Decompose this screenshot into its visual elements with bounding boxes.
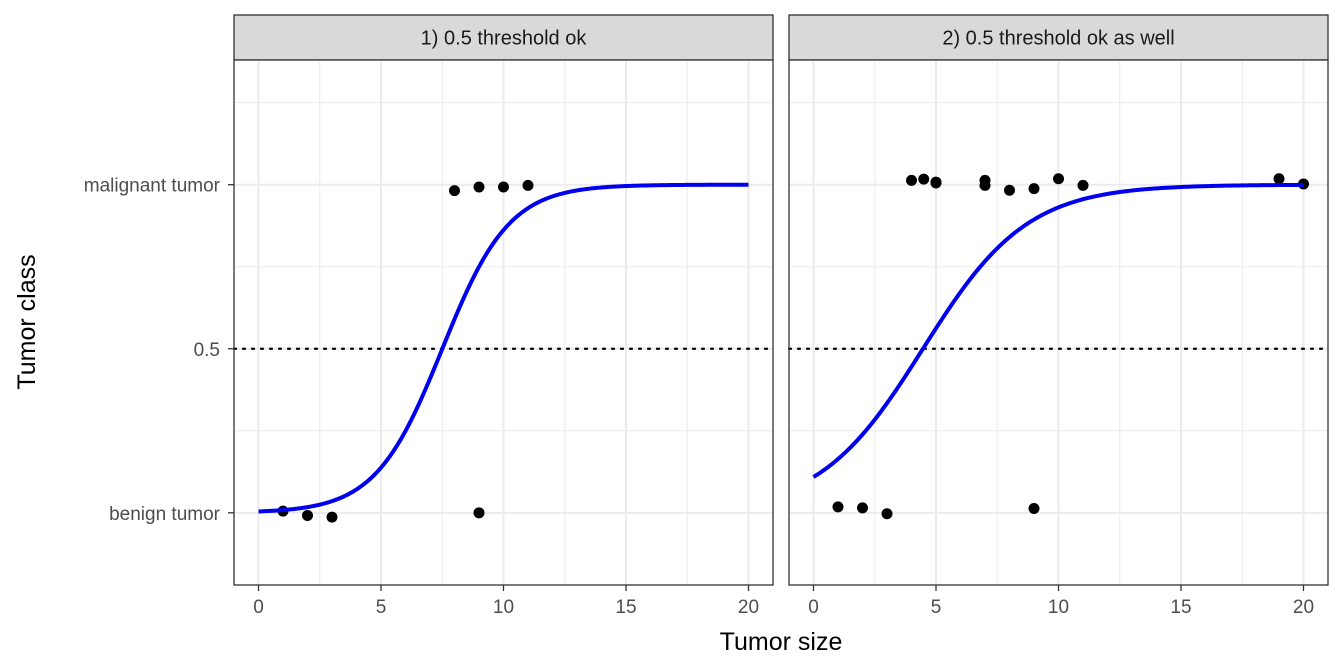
logistic-curve <box>258 182 749 514</box>
data-point <box>473 507 485 519</box>
data-point <box>1028 183 1040 195</box>
data-point <box>473 181 485 193</box>
data-point <box>881 508 893 520</box>
panel-2: 2) 0.5 threshold ok as well 0 5 10 15 20 <box>787 14 1330 618</box>
x-axis: 0 5 10 15 20 <box>808 585 1314 618</box>
x-tick-label: 15 <box>1170 597 1191 618</box>
panel-title: 1) 0.5 threshold ok <box>421 28 588 50</box>
y-axis-title: Tumor class <box>13 254 41 389</box>
y-tick-label: benign tumor <box>109 504 221 525</box>
data-point <box>1004 184 1015 196</box>
x-tick-label: 0 <box>253 597 264 618</box>
panel-title: 2) 0.5 threshold ok as well <box>942 28 1174 50</box>
data-point <box>498 181 509 193</box>
data-point <box>1053 173 1064 185</box>
data-point <box>1028 503 1040 515</box>
data-point <box>930 177 942 189</box>
x-tick-label: 15 <box>615 597 636 618</box>
data-point <box>979 179 991 191</box>
x-tick-label: 20 <box>738 597 759 618</box>
data-point <box>522 179 534 191</box>
x-tick-label: 0 <box>808 597 819 618</box>
x-tick-label: 10 <box>493 597 514 618</box>
data-point <box>857 502 868 514</box>
y-tick-label: malignant tumor <box>84 176 221 197</box>
panel-strip <box>788 14 1329 61</box>
x-tick-label: 5 <box>376 597 387 618</box>
gridlines <box>234 60 773 585</box>
y-tick-label: 0.5 <box>194 340 220 361</box>
points <box>277 179 534 523</box>
data-point <box>906 174 917 186</box>
data-point <box>1077 179 1089 191</box>
x-tick-label: 20 <box>1293 597 1314 618</box>
points <box>832 173 1309 520</box>
data-point <box>832 501 844 513</box>
data-point <box>302 509 313 521</box>
y-axis: benign tumor 0.5 malignant tumor <box>84 176 234 525</box>
data-point <box>326 511 338 523</box>
x-axis-title: Tumor size <box>720 628 843 656</box>
data-point <box>918 173 930 185</box>
panels-layer: 1) 0.5 threshold ok0 5 10 15 202) 0.5 thresh… <box>232 14 1330 618</box>
x-axis: 0 5 10 15 20 <box>253 585 759 618</box>
x-tick-label: 5 <box>931 597 942 618</box>
x-tick-label: 10 <box>1048 597 1069 618</box>
data-point <box>1273 173 1285 185</box>
logistic-curve <box>812 182 1304 479</box>
panel-strip <box>233 14 774 61</box>
data-point <box>449 185 460 197</box>
panel-1: 1) 0.5 threshold ok 0 5 10 15 20 <box>232 14 775 618</box>
